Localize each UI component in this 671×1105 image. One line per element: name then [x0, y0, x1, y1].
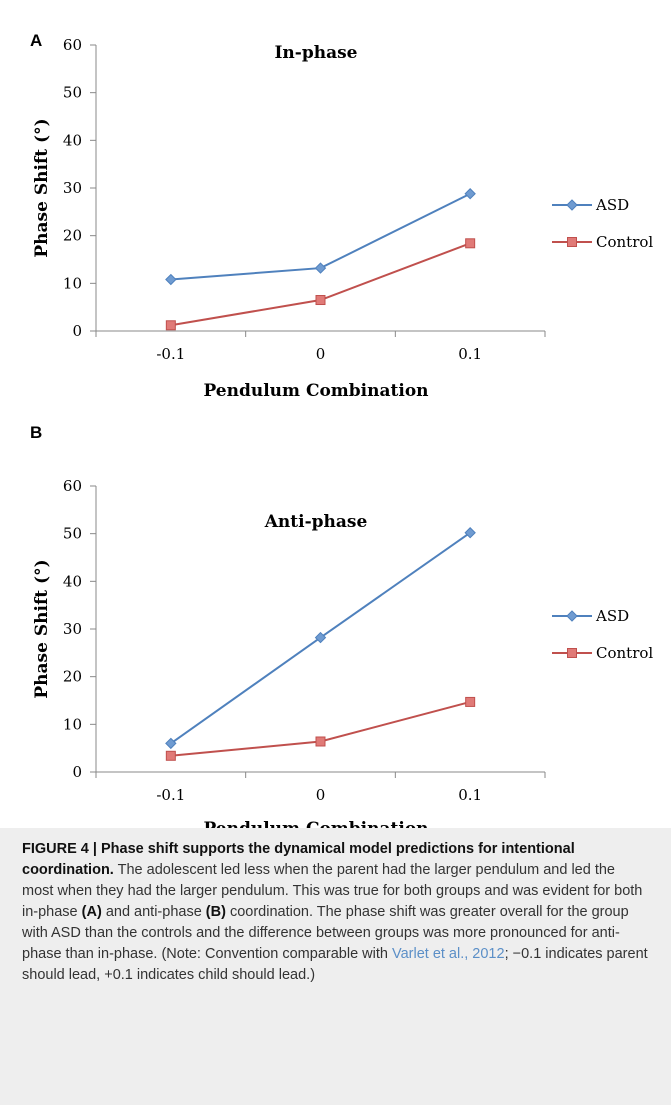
x-tick-label: 0.1	[458, 345, 482, 363]
data-point-control	[165, 320, 176, 331]
data-point-asd	[165, 273, 177, 286]
data-point-control	[315, 295, 326, 306]
legend-marker-control	[567, 648, 577, 658]
x-axis-title: Pendulum Combination	[203, 381, 428, 401]
caption-text-4: ; −0.1 indicates parent should lead, +0.…	[22, 946, 648, 983]
x-axis-title: Pendulum Combination	[203, 819, 428, 828]
caption-text-1: The adolescent led less when the parent …	[22, 862, 643, 920]
y-tick-label: 60	[63, 477, 82, 495]
legend-label-control: Control	[596, 644, 653, 662]
y-tick-label: 60	[63, 36, 82, 54]
legend-marker-control	[567, 237, 577, 247]
series-line-control	[170, 242, 471, 327]
caption-citation-link[interactable]: Varlet et al., 2012	[391, 946, 505, 962]
data-point-asd	[165, 737, 177, 750]
chart-title: In-phase	[274, 43, 357, 63]
x-tick-label: 0.1	[458, 786, 482, 804]
data-point-control	[465, 238, 476, 249]
y-axis-title: Phase Shift (°)	[32, 559, 52, 698]
y-tick-label: 20	[63, 668, 82, 686]
y-axis-title: Phase Shift (°)	[32, 118, 52, 257]
y-tick-label: 10	[63, 715, 82, 733]
y-tick-label: 40	[63, 572, 82, 590]
x-tick-label: 0	[316, 345, 326, 363]
caption-text-3: coordination. The phase shift was greate…	[22, 904, 629, 962]
data-point-control	[465, 696, 476, 707]
caption-figure-label: FIGURE 4 | Phase shift supports the dyna…	[22, 841, 575, 878]
panel-a-chart: A In-phase 0 10 20 30 40 50 60 -0.1 0 0.1 Pendulum C…	[30, 31, 653, 401]
panel-b-chart: B Anti-phase 0 10 20 30 40 50 60 -0.1 0 0.1 Pendulum…	[30, 423, 653, 828]
legend-marker-asd	[566, 610, 578, 622]
legend-label-control: Control	[596, 233, 653, 251]
legend-marker-asd	[566, 199, 578, 211]
y-tick-label: 30	[63, 179, 82, 197]
data-point-asd	[464, 188, 476, 200]
x-tick-label: -0.1	[156, 786, 185, 804]
y-tick-label: 50	[63, 525, 82, 543]
data-point-asd	[314, 631, 327, 644]
y-tick-label: 0	[72, 763, 82, 781]
y-tick-label: 30	[63, 620, 82, 638]
y-tick-label: 20	[63, 227, 82, 245]
panel-letter: A	[30, 31, 42, 50]
data-point-asd	[464, 527, 476, 539]
caption-ref-a: (A)	[81, 904, 102, 920]
x-tick-label: 0	[316, 786, 326, 804]
panel-letter: B	[30, 423, 42, 442]
y-tick-label: 50	[63, 84, 82, 102]
y-tick-label: 40	[63, 131, 82, 149]
y-tick-label: 10	[63, 274, 82, 292]
legend-label-asd: ASD	[595, 607, 629, 625]
legend-label-asd: ASD	[595, 196, 629, 214]
figure-caption: FIGURE 4 | Phase shift supports the dyna…	[0, 828, 671, 1105]
data-point-asd	[314, 262, 327, 274]
data-point-control	[165, 750, 176, 761]
data-point-control	[315, 736, 326, 747]
x-tick-label: -0.1	[156, 345, 185, 363]
y-tick-label: 0	[72, 322, 82, 340]
caption-text-2: and anti-phase	[101, 904, 206, 920]
series-line-control	[170, 700, 471, 757]
caption-ref-b: (B)	[205, 904, 226, 920]
chart-title: Anti-phase	[264, 512, 368, 532]
